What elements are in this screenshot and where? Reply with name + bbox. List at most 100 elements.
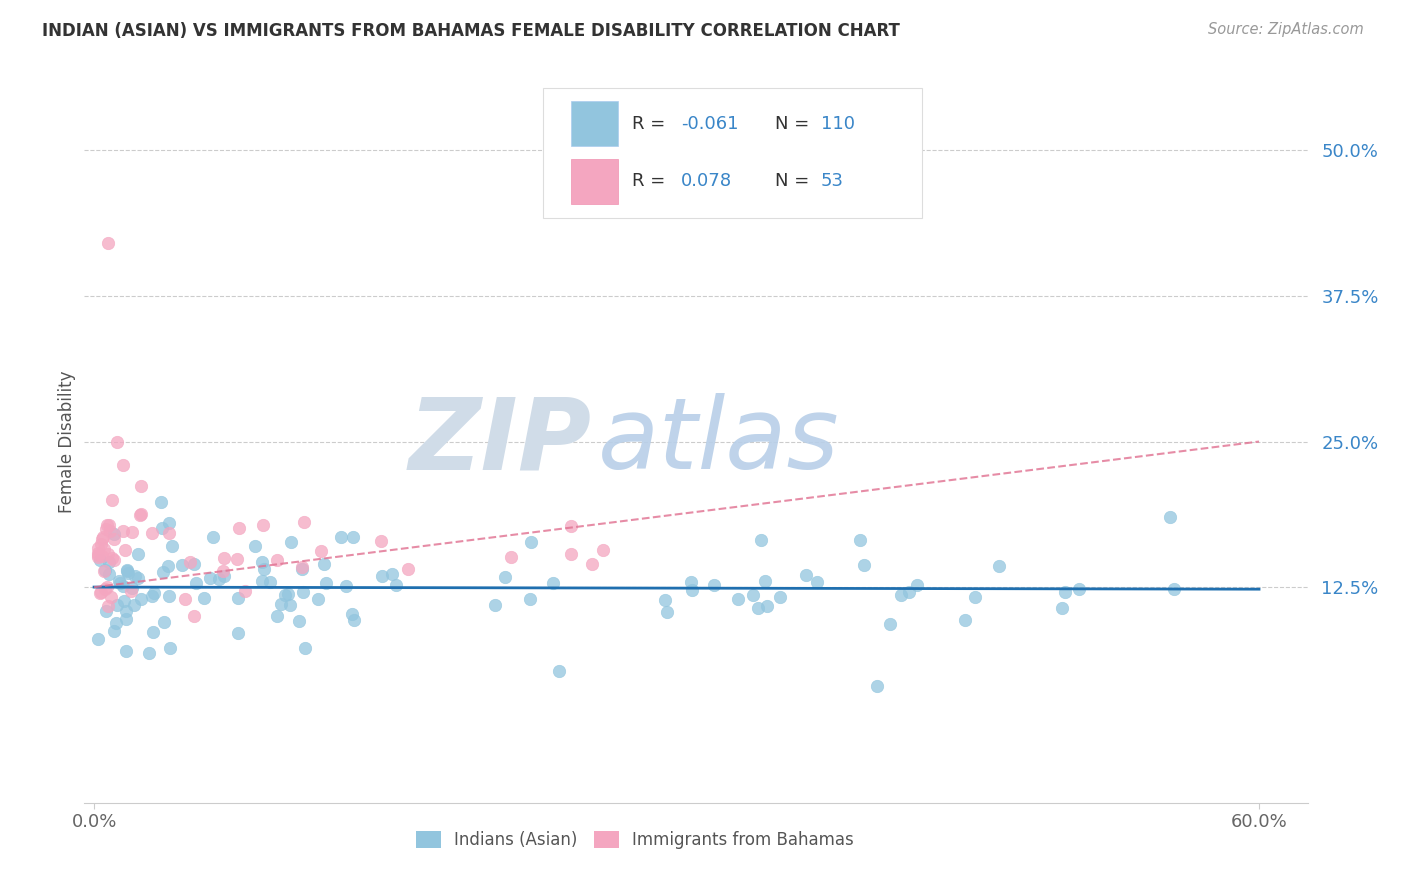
Point xyxy=(89,553,111,567)
Point xyxy=(280,535,302,549)
Point xyxy=(94,582,117,597)
Point xyxy=(370,569,392,583)
Point xyxy=(96,580,118,594)
Point xyxy=(105,598,128,612)
Point xyxy=(291,560,314,574)
Point xyxy=(115,644,138,658)
Point xyxy=(174,592,197,607)
Point xyxy=(198,571,221,585)
Point xyxy=(741,588,763,602)
Point xyxy=(121,524,143,539)
Point xyxy=(152,565,174,579)
Point xyxy=(90,533,112,547)
Point xyxy=(183,609,205,624)
Point xyxy=(127,547,149,561)
Point xyxy=(91,530,114,544)
Point xyxy=(252,518,274,533)
Point xyxy=(212,551,235,566)
Point xyxy=(703,578,725,592)
Point xyxy=(1050,601,1073,615)
Point xyxy=(129,479,152,493)
Point xyxy=(541,575,564,590)
Point xyxy=(342,530,364,544)
Point xyxy=(107,574,129,588)
Point xyxy=(519,592,541,607)
Point xyxy=(212,565,235,579)
Point xyxy=(266,553,288,567)
Point xyxy=(150,521,173,535)
Point xyxy=(115,604,138,618)
Point xyxy=(520,535,543,549)
Point xyxy=(159,640,181,655)
Point xyxy=(315,575,337,590)
Point xyxy=(253,562,276,576)
Text: R =: R = xyxy=(633,172,671,190)
Point xyxy=(121,581,143,595)
Point xyxy=(90,549,112,564)
Text: atlas: atlas xyxy=(598,393,839,490)
Point xyxy=(114,543,136,558)
Point xyxy=(756,599,779,613)
Point xyxy=(309,544,332,558)
Point xyxy=(157,516,180,530)
Point xyxy=(152,615,174,630)
Point xyxy=(157,558,180,573)
Point xyxy=(115,612,138,626)
Point xyxy=(681,583,703,598)
Point xyxy=(965,590,987,604)
Point xyxy=(157,525,180,540)
Point xyxy=(274,588,297,602)
Point xyxy=(94,604,117,618)
Point xyxy=(890,588,912,602)
Point xyxy=(226,551,249,566)
Point xyxy=(277,587,299,601)
Point xyxy=(120,584,142,599)
Point xyxy=(560,547,582,561)
Point xyxy=(87,546,110,560)
Point xyxy=(560,519,582,533)
Point xyxy=(259,575,281,590)
Point xyxy=(879,616,901,631)
Point xyxy=(93,541,115,556)
Point xyxy=(897,585,920,599)
Text: 0.078: 0.078 xyxy=(682,172,733,190)
Point xyxy=(330,530,353,544)
Point xyxy=(396,562,419,576)
Point xyxy=(288,614,311,628)
Point xyxy=(141,526,163,541)
Point xyxy=(100,492,122,507)
Point xyxy=(103,553,125,567)
Text: 53: 53 xyxy=(821,172,844,190)
Point xyxy=(953,613,976,627)
Point xyxy=(94,563,117,577)
Point xyxy=(90,537,112,551)
Point xyxy=(654,593,676,607)
Point xyxy=(103,532,125,546)
Point xyxy=(796,568,818,582)
Point xyxy=(150,495,173,509)
Point xyxy=(142,586,165,600)
FancyBboxPatch shape xyxy=(543,87,922,218)
Point xyxy=(141,589,163,603)
Point xyxy=(494,570,516,584)
Point xyxy=(87,632,110,646)
Point xyxy=(157,589,180,603)
Point xyxy=(100,591,122,605)
Point xyxy=(208,572,231,586)
Point xyxy=(142,624,165,639)
Point xyxy=(754,574,776,589)
Point xyxy=(547,664,569,678)
Point xyxy=(124,569,146,583)
Point xyxy=(87,549,110,563)
Point xyxy=(314,557,336,571)
Point xyxy=(87,550,110,565)
Point xyxy=(226,626,249,640)
Point xyxy=(112,458,135,472)
Point xyxy=(103,624,125,639)
Point xyxy=(89,586,111,600)
Point xyxy=(96,517,118,532)
Point xyxy=(87,541,110,556)
Text: N =: N = xyxy=(776,172,815,190)
Point xyxy=(292,515,315,529)
Point xyxy=(112,524,135,538)
